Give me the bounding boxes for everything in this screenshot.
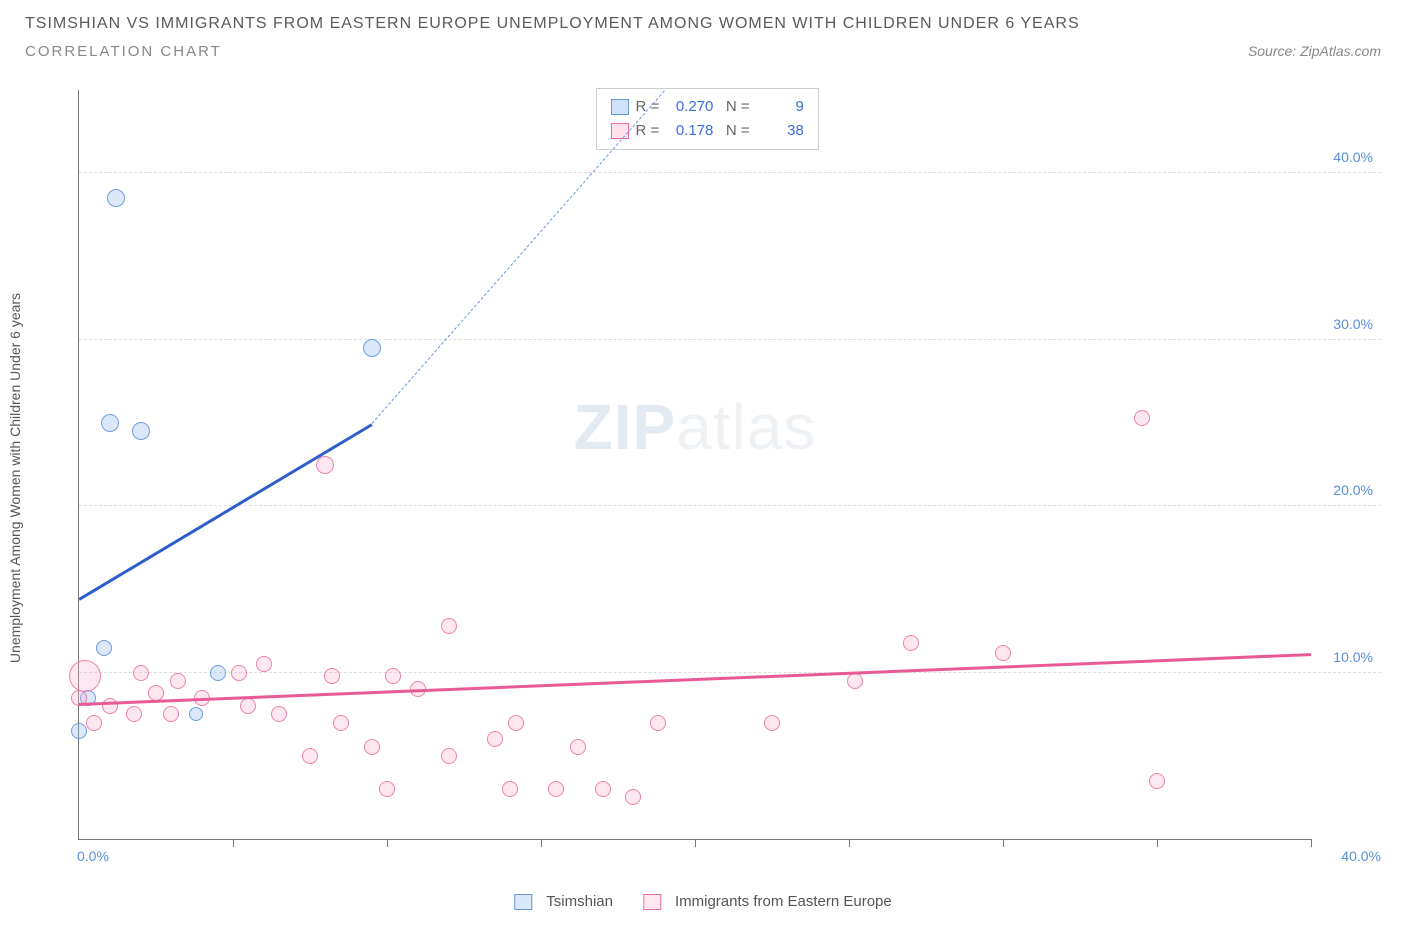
legend-correlation-box: R = 0.270 N = 9R = 0.178 N = 38	[596, 88, 818, 150]
x-tick	[1157, 839, 1158, 847]
data-point	[502, 781, 518, 797]
data-point	[487, 731, 503, 747]
gridline	[79, 172, 1381, 173]
data-point	[764, 715, 780, 731]
data-point	[231, 665, 247, 681]
chart-source: Source: ZipAtlas.com	[1248, 43, 1381, 59]
data-point	[903, 635, 919, 651]
data-point	[570, 739, 586, 755]
data-point	[324, 668, 340, 684]
y-tick-label: 10.0%	[1333, 649, 1373, 665]
data-point	[1149, 773, 1165, 789]
gridline	[79, 672, 1381, 673]
x-tick	[695, 839, 696, 847]
watermark: ZIPatlas	[574, 390, 817, 464]
data-point	[163, 706, 179, 722]
y-tick-label: 30.0%	[1333, 316, 1373, 332]
x-tick	[1311, 839, 1312, 847]
data-point	[101, 414, 119, 432]
data-point	[210, 665, 226, 681]
data-point	[508, 715, 524, 731]
data-point	[271, 706, 287, 722]
data-point	[132, 422, 150, 440]
data-point	[71, 723, 87, 739]
x-tick	[849, 839, 850, 847]
data-point	[256, 656, 272, 672]
data-point	[595, 781, 611, 797]
data-point	[170, 673, 186, 689]
data-point	[650, 715, 666, 731]
data-point	[102, 698, 118, 714]
legend-label: Immigrants from Eastern Europe	[675, 893, 892, 910]
legend-item: Tsimshian	[514, 893, 613, 910]
x-axis-min-label: 0.0%	[77, 848, 109, 864]
data-point	[133, 665, 149, 681]
data-point	[86, 715, 102, 731]
x-tick	[541, 839, 542, 847]
data-point	[625, 789, 641, 805]
gridline	[79, 505, 1381, 506]
legend-swatch	[643, 894, 661, 910]
chart-title: TSIMSHIAN VS IMMIGRANTS FROM EASTERN EUR…	[25, 15, 1381, 33]
chart-subtitle: CORRELATION CHART	[25, 43, 222, 60]
legend-swatch	[611, 99, 629, 115]
data-point	[441, 748, 457, 764]
data-point	[302, 748, 318, 764]
data-point	[1134, 410, 1150, 426]
x-tick	[1003, 839, 1004, 847]
data-point	[126, 706, 142, 722]
x-axis-max-label: 40.0%	[1341, 848, 1381, 864]
data-point	[107, 189, 125, 207]
legend-row: R = 0.178 N = 38	[611, 119, 803, 143]
data-point	[69, 660, 101, 692]
data-point	[548, 781, 564, 797]
legend-bottom: Tsimshian Immigrants from Eastern Europe	[514, 893, 891, 910]
chart-header: TSIMSHIAN VS IMMIGRANTS FROM EASTERN EUR…	[0, 0, 1406, 65]
chart-container: Unemployment Among Women with Children U…	[60, 90, 1381, 865]
data-point	[441, 618, 457, 634]
data-point	[847, 673, 863, 689]
legend-item: Immigrants from Eastern Europe	[643, 893, 892, 910]
data-point	[364, 739, 380, 755]
data-point	[240, 698, 256, 714]
data-point	[379, 781, 395, 797]
x-tick	[387, 839, 388, 847]
y-axis-label: Unemployment Among Women with Children U…	[7, 292, 23, 662]
data-point	[316, 456, 334, 474]
data-point	[333, 715, 349, 731]
y-tick-label: 40.0%	[1333, 149, 1373, 165]
x-tick	[233, 839, 234, 847]
legend-label: Tsimshian	[546, 893, 613, 910]
data-point	[363, 339, 381, 357]
data-point	[189, 707, 203, 721]
trend-line-dashed	[371, 90, 664, 424]
plot-area: ZIPatlas R = 0.270 N = 9R = 0.178 N = 38…	[78, 90, 1311, 840]
y-tick-label: 20.0%	[1333, 482, 1373, 498]
data-point	[385, 668, 401, 684]
data-point	[995, 645, 1011, 661]
data-point	[148, 685, 164, 701]
trend-line	[78, 423, 372, 600]
gridline	[79, 339, 1381, 340]
legend-swatch	[514, 894, 532, 910]
data-point	[96, 640, 112, 656]
